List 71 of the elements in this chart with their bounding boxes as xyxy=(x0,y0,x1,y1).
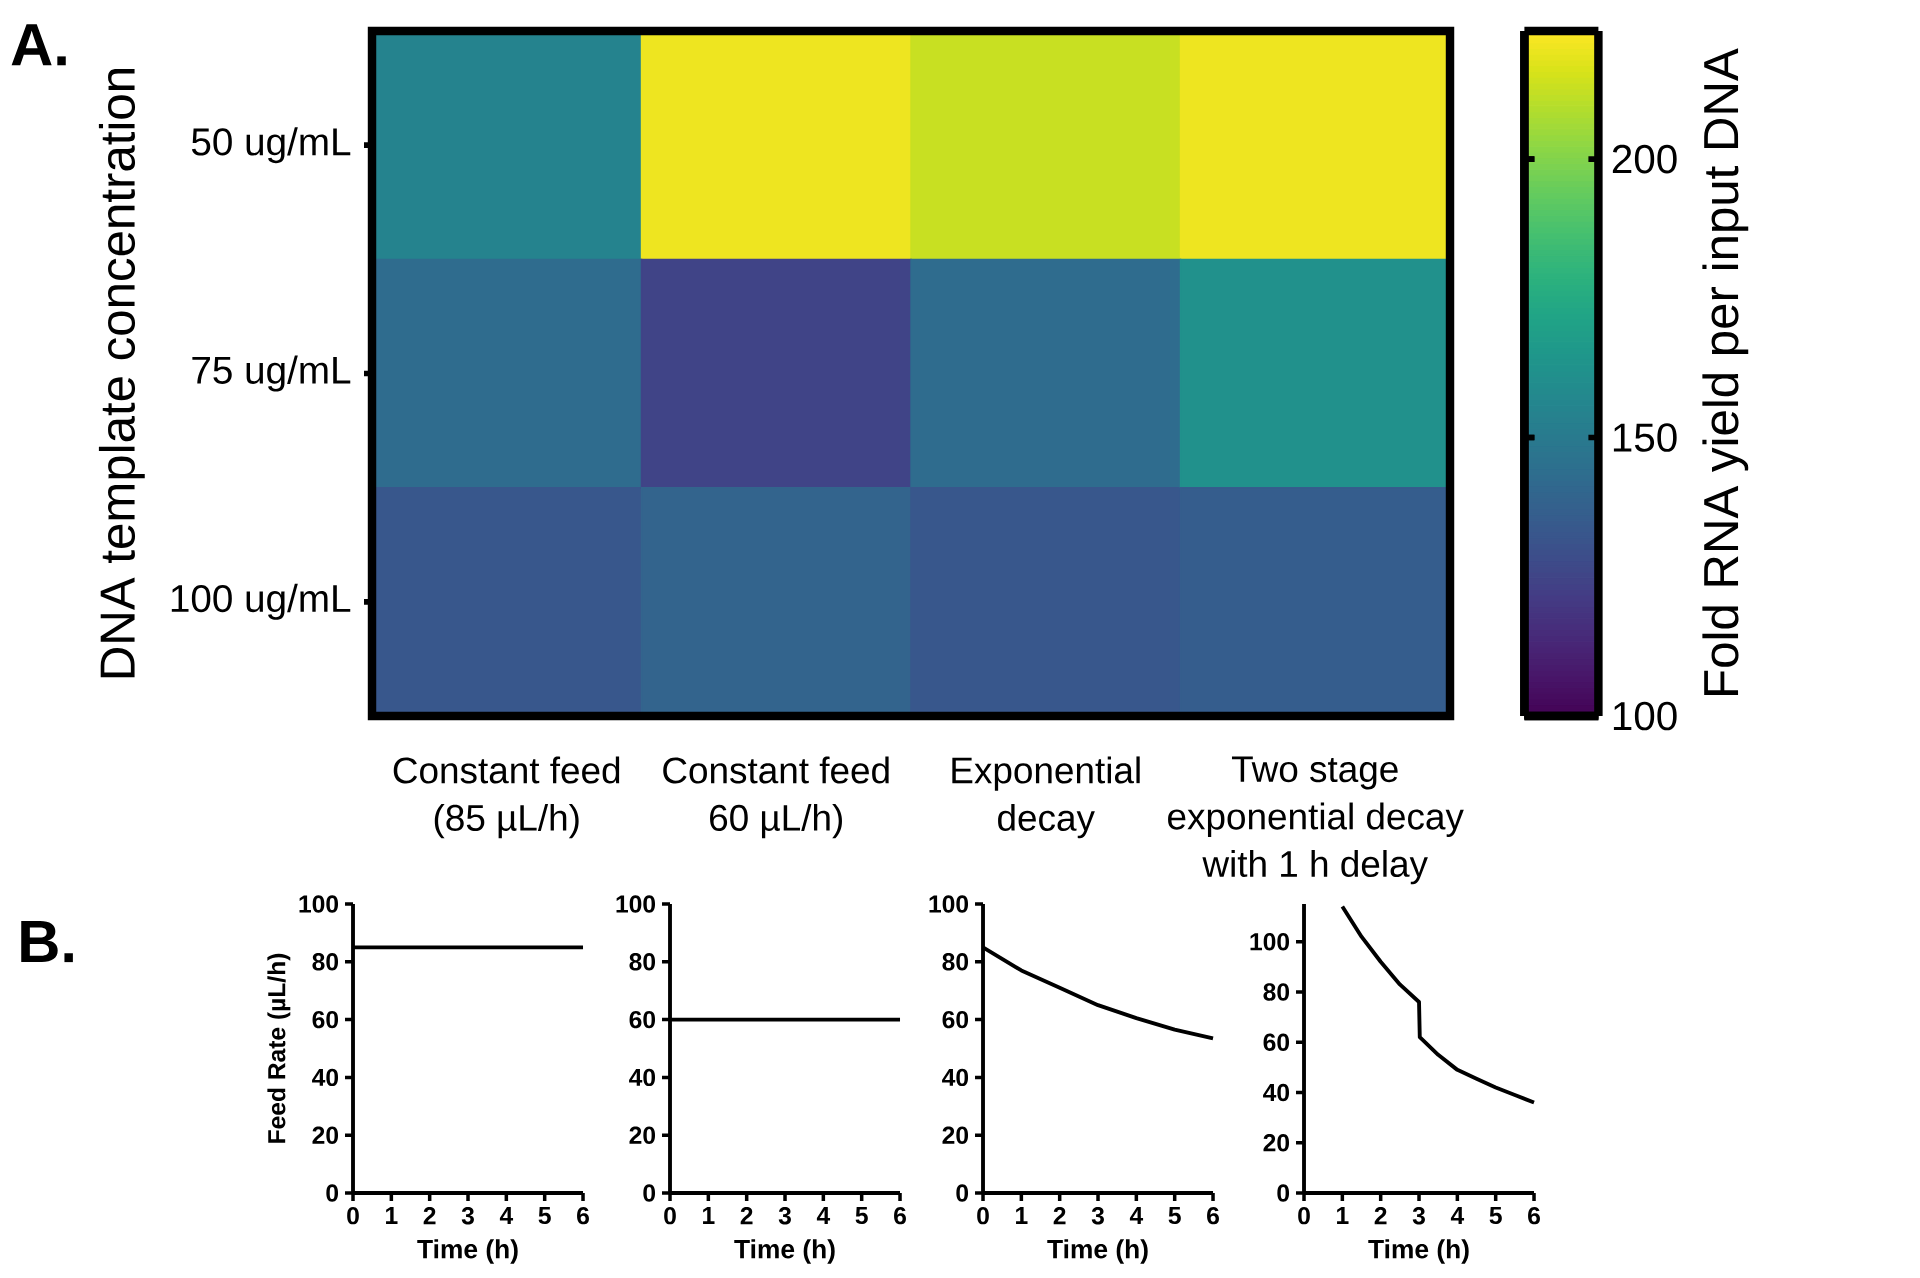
x-tick-label: 5 xyxy=(538,1206,551,1225)
y-tick-label: 60 xyxy=(629,1010,656,1029)
y-tick-label: 80 xyxy=(1263,983,1290,1001)
x-axis-title: Time (h) xyxy=(417,1239,518,1264)
x-tick-label: 2 xyxy=(740,1207,753,1225)
y-tick-label: 20 xyxy=(942,1126,969,1144)
y-tick-label: 20 xyxy=(312,1126,339,1144)
y-tick-label: 100 xyxy=(299,895,339,913)
y-tick-label: 100 xyxy=(929,895,969,913)
x-tick-label: 0 xyxy=(977,1207,989,1225)
x-tick-label: 1 xyxy=(1337,1206,1349,1224)
y-tick-label: 100 xyxy=(616,895,656,913)
y-tick-label: 0 xyxy=(326,1184,339,1202)
x-tick-label: 5 xyxy=(1489,1206,1502,1225)
y-tick-label: 80 xyxy=(312,953,339,971)
y-tick-label: 60 xyxy=(942,1010,969,1029)
x-tick-label: 2 xyxy=(1374,1207,1387,1225)
y-tick-label: 0 xyxy=(1277,1184,1290,1202)
x-tick-label: 0 xyxy=(1298,1207,1310,1225)
x-tick-label: 4 xyxy=(816,1206,831,1224)
x-axis-title: Time (h) xyxy=(734,1239,835,1264)
x-tick-label: 6 xyxy=(894,1207,906,1225)
x-tick-label: 4 xyxy=(1450,1206,1465,1224)
x-tick-label: 3 xyxy=(778,1207,791,1225)
x-tick-label: 1 xyxy=(1016,1206,1028,1224)
x-tick-label: 5 xyxy=(855,1206,868,1225)
y-tick-label: 50 ug/mL xyxy=(191,127,351,164)
x-tick-label: 6 xyxy=(577,1207,589,1225)
x-tick-label: 5 xyxy=(1168,1206,1181,1225)
y-tick-label: 80 xyxy=(942,953,969,971)
y-tick-label: 40 xyxy=(1263,1083,1290,1102)
x-tick-label: Exponential decay xyxy=(952,756,1140,839)
x-tick-label: 3 xyxy=(1091,1207,1104,1225)
x-tick-label: 2 xyxy=(423,1207,436,1225)
y-tick-label: 100 ug/mL xyxy=(171,583,351,620)
y-axis-title: Feed Rate (µL/h) xyxy=(267,953,291,1143)
y-tick-label: 80 xyxy=(629,953,656,971)
x-axis-title: Time (h) xyxy=(1047,1239,1148,1264)
y-tick-label: 20 xyxy=(629,1126,656,1144)
text: A. xyxy=(11,24,66,66)
y-tick-label: 60 xyxy=(1263,1033,1290,1051)
y-tick-label: 0 xyxy=(643,1184,656,1202)
x-tick-label: Constant feed 60 µL/h) xyxy=(663,756,889,839)
y-tick-label: 0 xyxy=(956,1184,969,1202)
x-tick-label: 4 xyxy=(1129,1206,1144,1224)
y-tick-label: 75 ug/mL xyxy=(192,355,351,392)
color-bar-label: 100 xyxy=(1613,701,1677,731)
color-bar-title: Fold RNA yield per input DNA xyxy=(1702,48,1749,695)
y-tick-label: 40 xyxy=(942,1068,969,1087)
x-tick-label: 3 xyxy=(461,1207,474,1225)
x-tick-label: 0 xyxy=(664,1207,676,1225)
x-tick-label: Two stage exponential decay with 1 h delay xyxy=(1168,756,1464,885)
text: B. xyxy=(21,921,73,963)
x-axis-title: Time (h) xyxy=(1368,1239,1469,1264)
x-tick-label: 1 xyxy=(386,1206,398,1224)
y-axis-title: DNA template concentration xyxy=(98,69,145,678)
y-tick-label: 60 xyxy=(312,1010,339,1029)
x-tick-label: 3 xyxy=(1412,1207,1425,1225)
y-tick-label: 40 xyxy=(312,1068,339,1087)
y-tick-label: 100 xyxy=(1250,933,1290,951)
y-tick-label: 40 xyxy=(629,1068,656,1087)
x-tick-label: 6 xyxy=(1207,1207,1219,1225)
y-tick-label: 20 xyxy=(1263,1134,1290,1152)
color-bar-label: 150 xyxy=(1613,423,1677,452)
x-tick-label: Constant feed (85 µL/h) xyxy=(393,756,620,839)
x-tick-label: 6 xyxy=(1528,1207,1540,1225)
x-tick-label: 2 xyxy=(1053,1207,1066,1225)
x-tick-label: 4 xyxy=(499,1206,514,1224)
line-series xyxy=(1340,904,1536,1105)
x-tick-label: 1 xyxy=(703,1206,715,1224)
color-bar-label: 200 xyxy=(1612,144,1677,174)
